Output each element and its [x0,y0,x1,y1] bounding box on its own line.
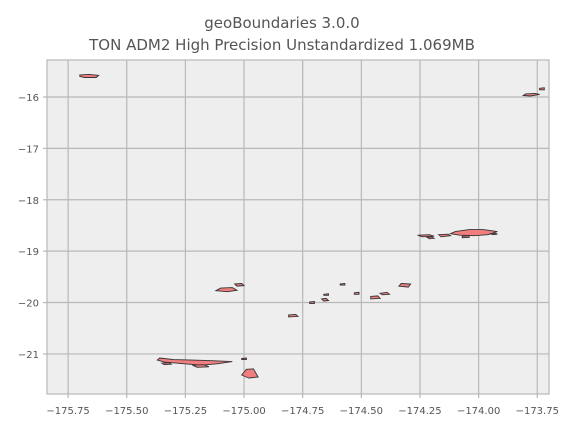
island-tafahi [539,87,545,91]
x-tick-label: −175.25 [164,406,207,417]
island-haapai-1 [397,283,412,288]
island-tongatapu [156,357,233,366]
island-haapai-7 [320,297,330,302]
island-haapai-2 [378,291,391,296]
island-tongatapu-islet-1 [192,364,210,368]
x-tick-label: −174.00 [457,406,500,417]
grid-layer [47,60,549,394]
map-subtitle: TON ADM2 High Precision Unstandardized 1… [88,36,475,54]
plot-background [47,60,549,394]
feature-layer [79,73,545,379]
y-tick-label: −17 [18,144,39,155]
island-haapai-4 [353,291,360,295]
island-vavau-islet-2 [417,234,435,238]
y-tick-label: −19 [18,247,39,258]
island-vavau-islet-5 [488,232,498,236]
x-tick-label: −174.75 [281,406,324,417]
island-haapai-6 [323,293,329,296]
island-tofua [214,287,239,293]
island-haapai-3 [370,295,382,300]
y-tick-label: −21 [18,350,39,361]
map-title: geoBoundaries 3.0.0 [204,14,359,32]
y-tick-label: −16 [18,93,39,104]
x-tick-label: −175.50 [105,406,148,417]
island-vavau-islet-1 [437,233,452,238]
island-ata [241,357,247,361]
island-niuafoou [79,73,100,78]
y-tick-label: −18 [18,196,39,207]
island-eua [240,368,259,379]
island-haapai-8 [309,300,315,305]
island-nomuka [288,313,300,318]
island-vavau-islet-3 [425,236,436,240]
island-kao [233,283,246,287]
tick-layer: −175.75 −175.50 −175.25 −175.00 −174.75 −174.… [18,93,559,417]
plot-frame [46,59,550,395]
island-haapai-5 [339,282,346,286]
y-tick-label: −20 [18,299,39,310]
x-tick-label: −174.25 [398,406,441,417]
island-niuatoputapu [521,92,540,97]
island-tongatapu-islet-2 [160,362,173,366]
x-tick-label: −173.75 [516,406,559,417]
island-vavau-islet-4 [461,235,470,239]
x-tick-label: −175.75 [46,406,89,417]
island-vavau-main [448,229,498,237]
x-tick-label: −174.50 [340,406,383,417]
x-tick-label: −175.00 [222,406,265,417]
